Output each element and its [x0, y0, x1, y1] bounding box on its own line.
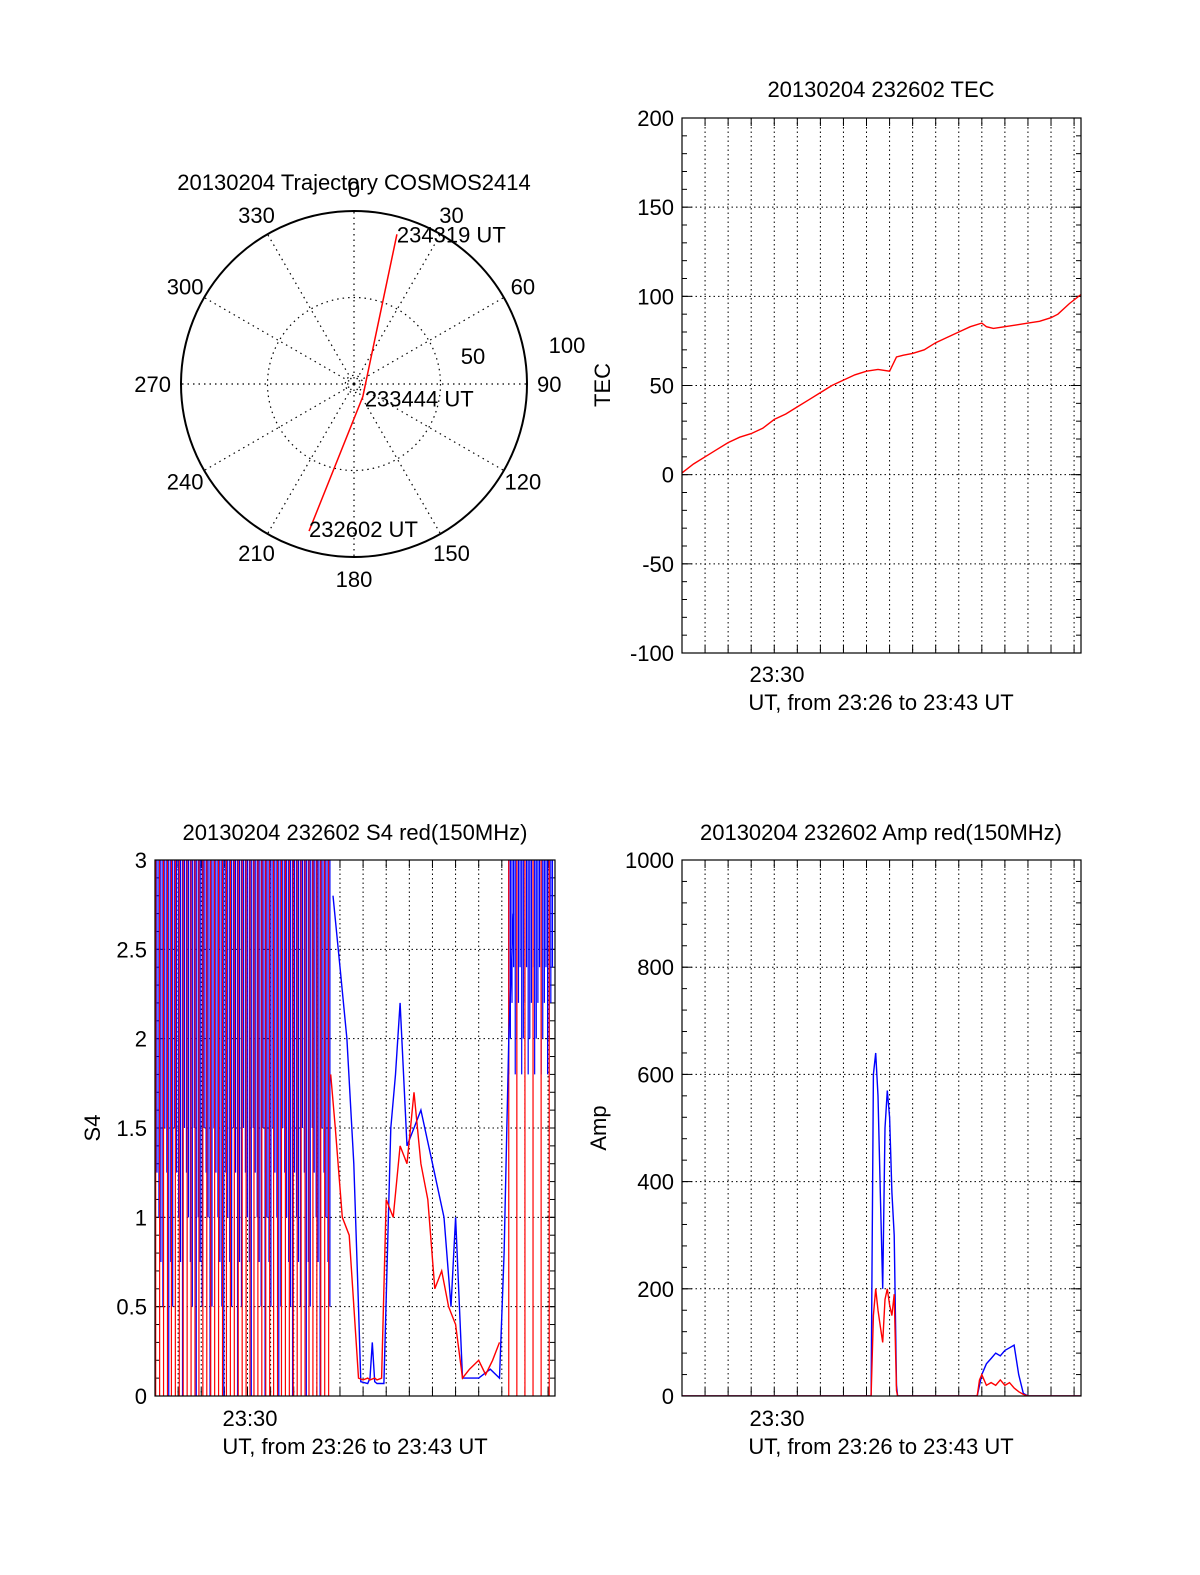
tec-ylabel: TEC [590, 363, 615, 407]
polar-spoke [266, 383, 355, 535]
polar-azimuth-label: 30 [439, 203, 463, 228]
tec-title: 20130204 232602 TEC [767, 77, 994, 102]
plot-frame [681, 117, 1082, 654]
polar-spoke [203, 383, 355, 472]
y-tick-label: 1000 [625, 848, 674, 873]
plot-frame [154, 859, 556, 1397]
plot-frame [681, 859, 1082, 1397]
y-tick-label: 0 [662, 1384, 674, 1409]
polar-spoke [353, 383, 505, 472]
tec-xtick-label: 23:30 [749, 662, 804, 687]
polar-time-label: 232602 UT [309, 517, 418, 542]
s4-title: 20130204 232602 S4 red(150MHz) [183, 820, 528, 845]
y-tick-label: 150 [637, 195, 674, 220]
y-tick-label: 100 [637, 284, 674, 309]
polar-time-label: 234319 UT [397, 222, 506, 247]
s4-xlabel: UT, from 23:26 to 23:43 UT [222, 1434, 487, 1459]
polar-trajectory-panel: 20130204 Trajectory COSMOS2414 0 30 60 90 12… [134, 170, 585, 592]
tec-xlabel: UT, from 23:26 to 23:43 UT [748, 690, 1013, 715]
y-tick-label: 800 [637, 955, 674, 980]
polar-azimuth-label: 120 [505, 470, 542, 495]
polar-spoke [353, 383, 442, 535]
polar-time-label: 233444 UT [365, 387, 474, 412]
s4-chart-panel: 20130204 232602 S4 red(150MHz) S4 23:30 … [80, 820, 556, 1459]
polar-spoke [203, 296, 355, 385]
y-tick-label: 1.5 [116, 1116, 147, 1141]
polar-spoke [266, 233, 355, 385]
polar-title: 20130204 Trajectory COSMOS2414 [177, 170, 530, 195]
y-tick-label: 200 [637, 1277, 674, 1302]
series-line-blue [682, 1052, 1081, 1396]
series-line-blue [332, 895, 515, 1385]
y-tick-label: 400 [637, 1170, 674, 1195]
tec-chart-panel: 20130204 232602 TEC TEC 23:30 UT, from 2… [590, 77, 1082, 715]
polar-azimuth-label: 270 [134, 372, 171, 397]
amp-ylabel: Amp [586, 1105, 611, 1150]
amp-chart-panel: 20130204 232602 Amp red(150MHz) Amp 23:3… [586, 820, 1082, 1459]
polar-radial-label: 50 [461, 344, 485, 369]
amp-title: 20130204 232602 Amp red(150MHz) [700, 820, 1062, 845]
y-tick-label: -100 [630, 641, 674, 666]
polar-spoke [353, 233, 442, 385]
polar-azimuth-label: 330 [238, 203, 275, 228]
amp-xtick-label: 23:30 [749, 1406, 804, 1431]
y-tick-label: 200 [637, 106, 674, 131]
polar-azimuth-label: 150 [433, 541, 470, 566]
y-tick-label: 0 [662, 463, 674, 488]
s4-ylabel: S4 [80, 1115, 105, 1142]
y-tick-label: -50 [642, 552, 674, 577]
polar-azimuth-label: 240 [167, 470, 204, 495]
series-group [682, 293, 1081, 474]
polar-grid-circle [266, 296, 442, 472]
polar-azimuth-label: 0 [348, 177, 360, 202]
polar-outer-circle [180, 210, 528, 558]
polar-azimuth-label: 90 [537, 372, 561, 397]
polar-azimuth-label: 210 [238, 541, 275, 566]
y-tick-label: 1 [135, 1205, 147, 1230]
series-line-red [682, 1288, 1081, 1396]
y-tick-label: 0 [135, 1384, 147, 1409]
polar-grid-circle [344, 374, 364, 394]
y-tick-label: 0.5 [116, 1295, 147, 1320]
s4-xtick-label: 23:30 [222, 1406, 277, 1431]
amp-xlabel: UT, from 23:26 to 23:43 UT [748, 1434, 1013, 1459]
polar-spoke [353, 296, 505, 385]
polar-azimuth-label: 300 [167, 275, 204, 300]
polar-radial-label: 100 [549, 333, 586, 358]
series-line-red [330, 1074, 501, 1381]
series-group [682, 1052, 1081, 1396]
y-tick-label: 600 [637, 1062, 674, 1087]
y-tick-label: 3 [135, 848, 147, 873]
y-tick-label: 2.5 [116, 937, 147, 962]
polar-trajectory-line [308, 234, 398, 532]
series-line-red [682, 293, 1081, 474]
polar-azimuth-label: 180 [336, 567, 373, 592]
polar-azimuth-label: 60 [511, 275, 535, 300]
series-group [155, 860, 554, 1396]
y-tick-label: 50 [650, 374, 674, 399]
y-tick-label: 2 [135, 1027, 147, 1052]
